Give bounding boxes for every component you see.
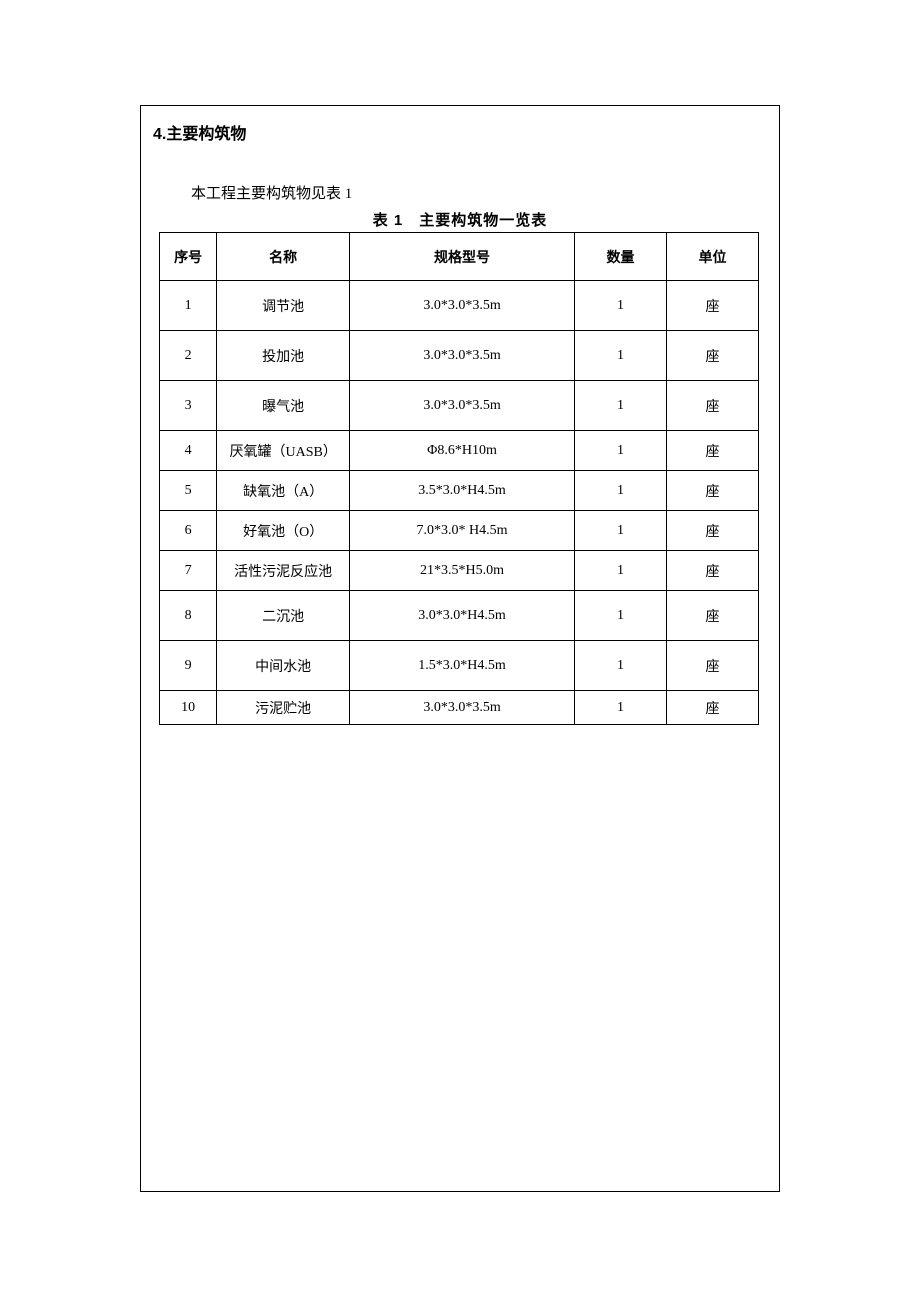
col-header-name: 名称 [217, 233, 350, 281]
cell-name: 中间水池 [217, 641, 350, 691]
cell-name: 曝气池 [217, 381, 350, 431]
cell-seq: 5 [160, 471, 217, 511]
cell-seq: 8 [160, 591, 217, 641]
cell-seq: 2 [160, 331, 217, 381]
cell-spec: 7.0*3.0* H4.5m [350, 511, 575, 551]
cell-unit: 座 [666, 641, 758, 691]
cell-unit: 座 [666, 691, 758, 725]
table-row: 10 污泥贮池 3.0*3.0*3.5m 1 座 [160, 691, 759, 725]
structures-table: 序号 名称 规格型号 数量 单位 1 调节池 3.0*3.0*3.5m 1 座 … [159, 232, 759, 725]
table-header-row: 序号 名称 规格型号 数量 单位 [160, 233, 759, 281]
cell-spec: Φ8.6*H10m [350, 431, 575, 471]
cell-qty: 1 [574, 431, 666, 471]
table-row: 8 二沉池 3.0*3.0*H4.5m 1 座 [160, 591, 759, 641]
section-heading: 4.主要构筑物 [153, 120, 767, 144]
cell-seq: 10 [160, 691, 217, 725]
cell-qty: 1 [574, 471, 666, 511]
cell-name: 好氧池（O） [217, 511, 350, 551]
cell-spec: 3.0*3.0*H4.5m [350, 591, 575, 641]
cell-qty: 1 [574, 691, 666, 725]
cell-qty: 1 [574, 641, 666, 691]
cell-qty: 1 [574, 591, 666, 641]
table-row: 4 厌氧罐（UASB） Φ8.6*H10m 1 座 [160, 431, 759, 471]
content-frame: 4.主要构筑物 本工程主要构筑物见表 1 表 1 主要构筑物一览表 序号 名称 … [140, 105, 780, 1192]
cell-seq: 7 [160, 551, 217, 591]
table-row: 1 调节池 3.0*3.0*3.5m 1 座 [160, 281, 759, 331]
table-row: 2 投加池 3.0*3.0*3.5m 1 座 [160, 331, 759, 381]
cell-name: 污泥贮池 [217, 691, 350, 725]
cell-unit: 座 [666, 591, 758, 641]
cell-seq: 4 [160, 431, 217, 471]
cell-spec: 1.5*3.0*H4.5m [350, 641, 575, 691]
cell-qty: 1 [574, 551, 666, 591]
cell-unit: 座 [666, 471, 758, 511]
cell-name: 厌氧罐（UASB） [217, 431, 350, 471]
cell-name: 活性污泥反应池 [217, 551, 350, 591]
col-header-qty: 数量 [574, 233, 666, 281]
cell-spec: 21*3.5*H5.0m [350, 551, 575, 591]
cell-unit: 座 [666, 431, 758, 471]
cell-name: 二沉池 [217, 591, 350, 641]
cell-qty: 1 [574, 381, 666, 431]
cell-unit: 座 [666, 551, 758, 591]
cell-unit: 座 [666, 331, 758, 381]
cell-qty: 1 [574, 281, 666, 331]
cell-spec: 3.0*3.0*3.5m [350, 331, 575, 381]
cell-qty: 1 [574, 511, 666, 551]
cell-unit: 座 [666, 281, 758, 331]
cell-name: 调节池 [217, 281, 350, 331]
cell-seq: 1 [160, 281, 217, 331]
cell-spec: 3.0*3.0*3.5m [350, 691, 575, 725]
cell-qty: 1 [574, 331, 666, 381]
cell-unit: 座 [666, 511, 758, 551]
table-row: 9 中间水池 1.5*3.0*H4.5m 1 座 [160, 641, 759, 691]
table-row: 5 缺氧池（A） 3.5*3.0*H4.5m 1 座 [160, 471, 759, 511]
cell-unit: 座 [666, 381, 758, 431]
cell-spec: 3.5*3.0*H4.5m [350, 471, 575, 511]
intro-text: 本工程主要构筑物见表 1 [191, 182, 767, 203]
col-header-spec: 规格型号 [350, 233, 575, 281]
cell-seq: 3 [160, 381, 217, 431]
cell-name: 缺氧池（A） [217, 471, 350, 511]
table-row: 7 活性污泥反应池 21*3.5*H5.0m 1 座 [160, 551, 759, 591]
table-caption: 表 1 主要构筑物一览表 [153, 209, 767, 230]
cell-seq: 6 [160, 511, 217, 551]
table-row: 3 曝气池 3.0*3.0*3.5m 1 座 [160, 381, 759, 431]
col-header-seq: 序号 [160, 233, 217, 281]
cell-name: 投加池 [217, 331, 350, 381]
table-row: 6 好氧池（O） 7.0*3.0* H4.5m 1 座 [160, 511, 759, 551]
cell-seq: 9 [160, 641, 217, 691]
cell-spec: 3.0*3.0*3.5m [350, 281, 575, 331]
cell-spec: 3.0*3.0*3.5m [350, 381, 575, 431]
col-header-unit: 单位 [666, 233, 758, 281]
